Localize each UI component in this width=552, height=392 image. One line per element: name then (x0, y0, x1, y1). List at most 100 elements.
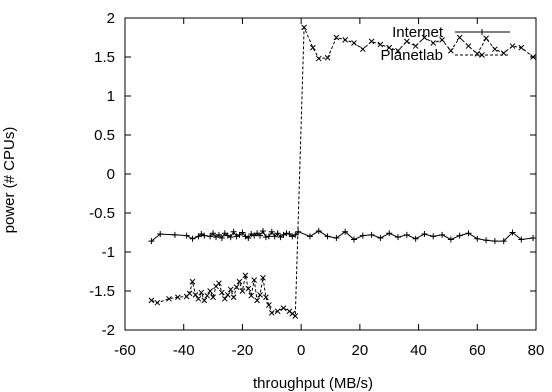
y-tick-label: -1.5 (89, 283, 115, 300)
data-point-internet (268, 228, 275, 235)
y-tick-label: -1 (102, 244, 115, 261)
data-point-planetlab (518, 44, 525, 51)
y-tick-label: 0 (107, 166, 115, 183)
data-point-internet (465, 230, 472, 237)
data-point-internet (239, 229, 246, 236)
data-point-planetlab (201, 297, 208, 304)
data-point-planetlab (359, 46, 366, 53)
data-point-planetlab (221, 295, 228, 302)
data-point-internet (274, 230, 281, 237)
data-point-planetlab (189, 278, 196, 285)
y-tick-label: 2 (107, 10, 115, 27)
data-point-internet (259, 227, 266, 234)
data-point-planetlab (174, 294, 181, 301)
legend-label-planetlab: Planetlab (380, 47, 443, 64)
data-point-planetlab (254, 297, 260, 304)
data-point-planetlab (412, 43, 419, 49)
data-point-planetlab (274, 308, 281, 315)
data-point-planetlab (474, 51, 481, 57)
data-point-planetlab (465, 43, 472, 49)
data-point-internet (491, 238, 498, 245)
data-point-internet (430, 233, 437, 240)
data-point-planetlab (207, 288, 213, 294)
data-point-planetlab (204, 292, 211, 299)
data-point-internet (157, 231, 164, 238)
data-point-planetlab (233, 284, 240, 290)
y-tick-label: -2 (102, 322, 115, 339)
y-axis-ticks: -2 -1.5 -1 -0.5 0 0.5 1 1.5 2 (89, 10, 536, 339)
data-point-planetlab (377, 41, 384, 48)
data-point-planetlab (242, 272, 249, 279)
data-point-planetlab (386, 44, 393, 51)
data-point-internet (233, 233, 240, 240)
data-point-planetlab (192, 292, 199, 298)
data-point-internet (483, 237, 490, 244)
data-point-internet (439, 231, 446, 238)
data-point-internet (207, 233, 214, 240)
data-point-internet (262, 234, 269, 241)
data-point-planetlab (310, 44, 316, 51)
data-point-internet (283, 230, 290, 237)
data-point-planetlab (301, 24, 307, 31)
legend-marker-planetlab (479, 52, 485, 58)
data-point-internet (509, 229, 516, 236)
data-point-internet (377, 234, 384, 241)
data-point-internet (171, 231, 178, 238)
data-point-planetlab (448, 47, 454, 54)
data-point-planetlab (421, 34, 428, 41)
legend: Internet Planetlab (380, 24, 510, 64)
data-point-internet (265, 233, 272, 240)
x-axis-ticks: -60 -40 -20 0 20 40 60 80 (114, 18, 544, 359)
data-point-internet (500, 238, 507, 245)
data-point-internet (456, 232, 463, 239)
data-point-planetlab (263, 294, 269, 301)
data-point-planetlab (439, 36, 445, 43)
data-point-planetlab (483, 35, 489, 42)
data-point-internet (183, 232, 190, 239)
data-point-planetlab (210, 294, 216, 301)
data-point-internet (245, 234, 252, 241)
data-point-planetlab (251, 277, 258, 283)
data-point-planetlab (315, 55, 322, 62)
data-point-planetlab (530, 54, 536, 60)
legend-marker-internet (479, 29, 485, 35)
data-point-planetlab (224, 292, 231, 298)
data-point-internet (368, 231, 375, 238)
data-point-planetlab (280, 305, 287, 312)
data-point-planetlab (248, 292, 255, 299)
y-tick-label: 1.5 (94, 49, 115, 66)
data-point-planetlab (395, 47, 401, 54)
data-point-internet (350, 236, 357, 243)
data-point-planetlab (260, 274, 266, 281)
data-point-internet (395, 234, 402, 241)
data-point-internet (271, 233, 278, 240)
x-tick-label: 80 (528, 342, 545, 359)
data-point-internet (333, 234, 340, 241)
data-point-internet (447, 236, 454, 243)
data-point-internet (421, 231, 428, 238)
data-point-planetlab (333, 34, 340, 41)
data-point-internet (324, 233, 331, 240)
data-point-planetlab (148, 297, 155, 304)
data-point-internet (315, 227, 322, 234)
series-group (148, 24, 537, 319)
data-point-planetlab (186, 290, 193, 297)
y-tick-label: -0.5 (89, 205, 115, 222)
data-point-planetlab (351, 40, 357, 46)
plot-border (124, 17, 537, 331)
series-line-planetlab (151, 27, 534, 318)
data-point-planetlab (342, 36, 349, 43)
x-tick-label: 60 (469, 342, 486, 359)
data-point-internet (148, 238, 155, 245)
x-tick-label: 20 (352, 342, 369, 359)
data-point-internet (189, 235, 196, 242)
data-point-planetlab (492, 46, 498, 53)
data-point-planetlab (509, 43, 516, 49)
data-point-planetlab (195, 295, 202, 302)
data-point-planetlab (268, 309, 275, 316)
x-tick-label: 0 (297, 342, 305, 359)
data-point-planetlab (430, 40, 437, 46)
data-point-planetlab (245, 285, 252, 292)
y-tick-label: 1 (107, 88, 115, 105)
data-point-internet (257, 232, 264, 239)
